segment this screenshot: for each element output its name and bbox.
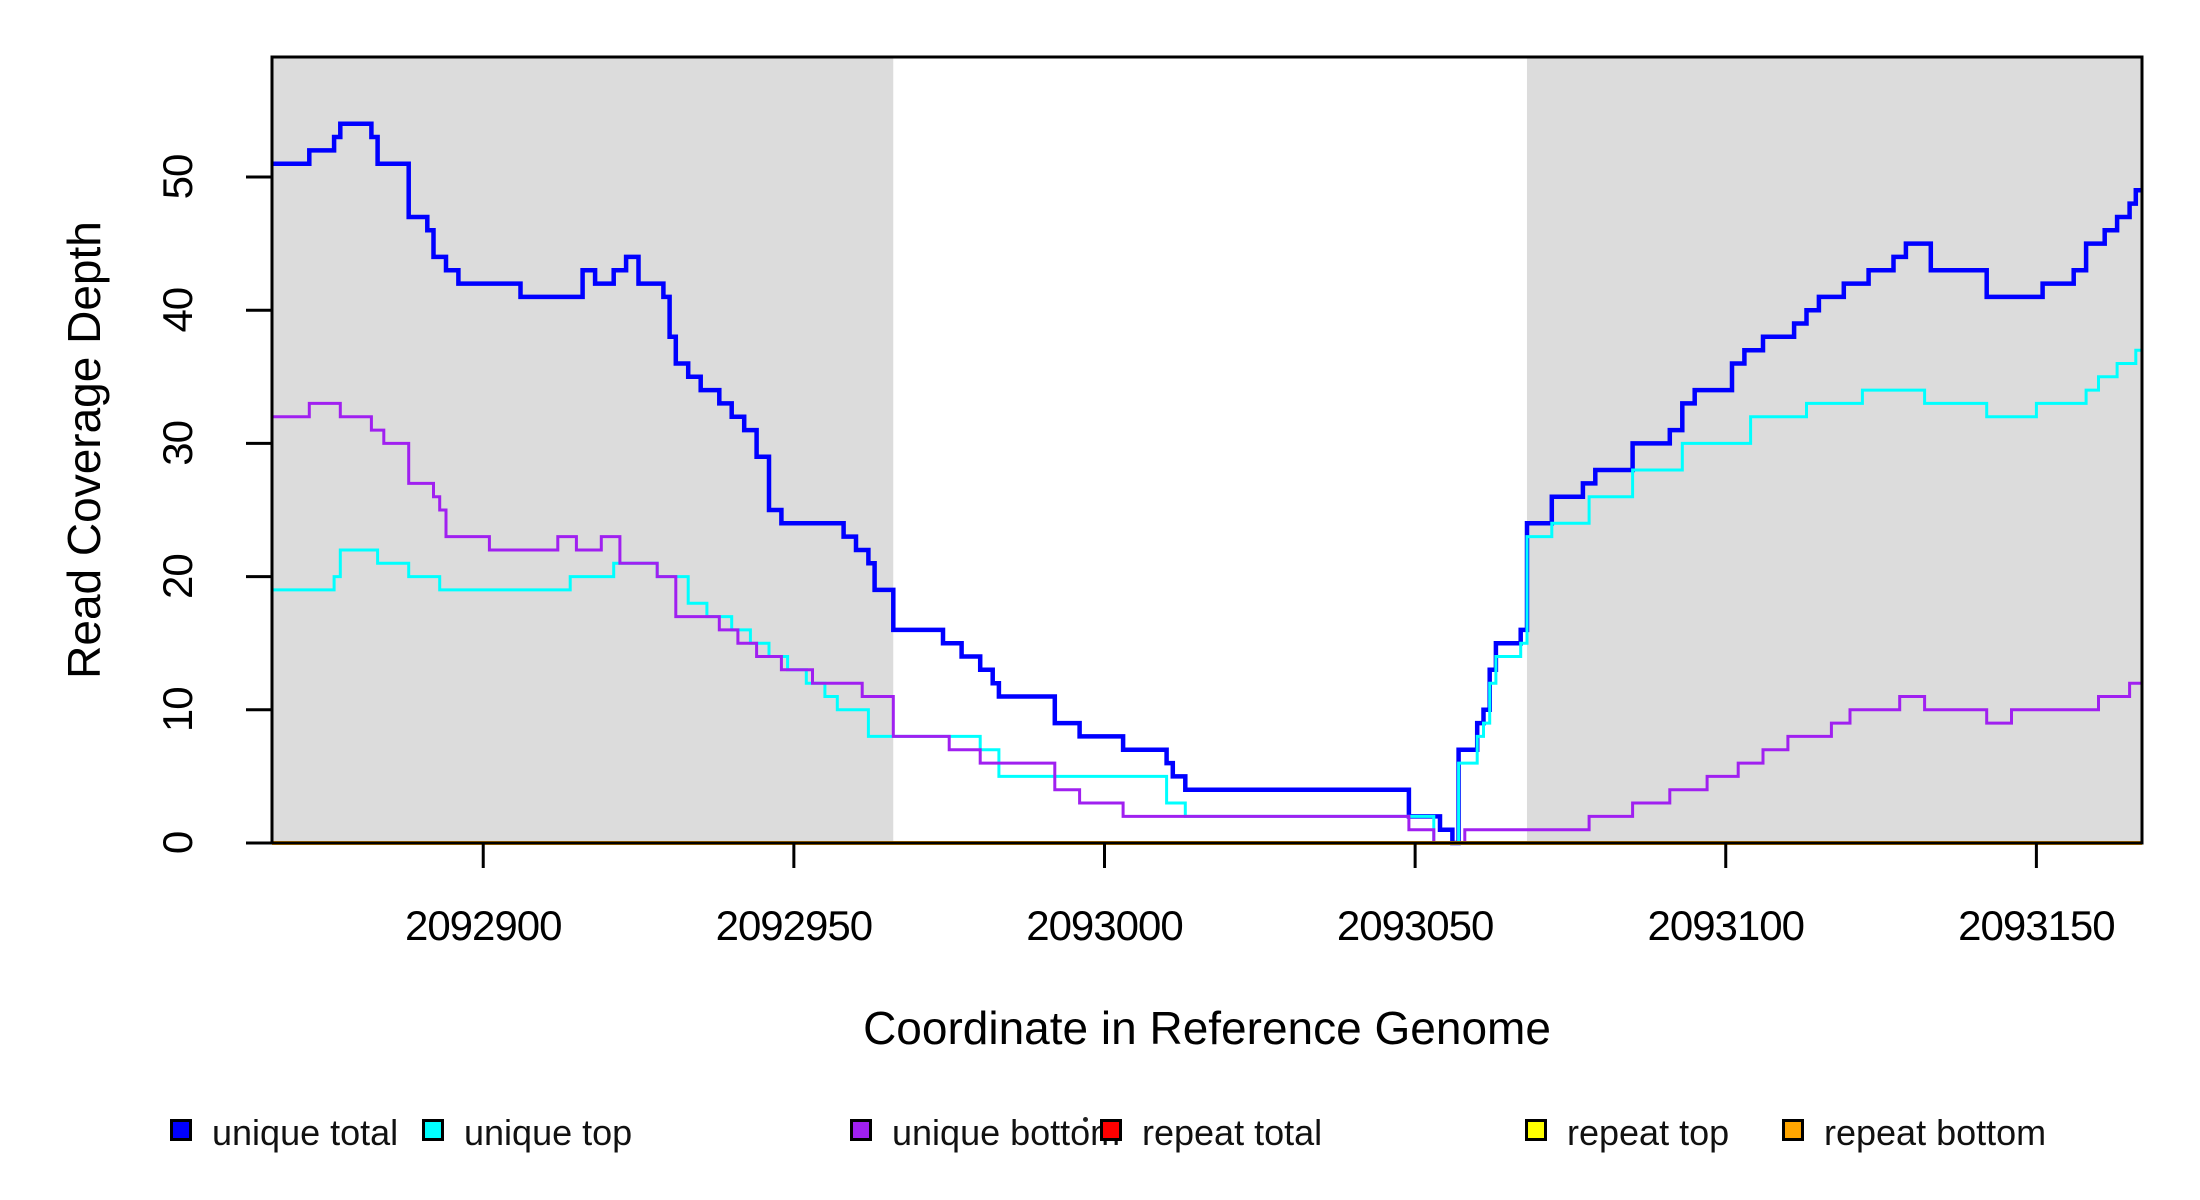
y-tick-label-20: 20 bbox=[154, 554, 201, 599]
x-tick-label-2093050: 2093050 bbox=[1337, 902, 1494, 949]
plot-border-box bbox=[270, 55, 2144, 845]
x-tick-label-2093000: 2093000 bbox=[1026, 902, 1183, 949]
series-line-unique-total bbox=[272, 121, 2142, 846]
x-axis-title: Coordinate in Reference Genome bbox=[863, 1002, 1551, 1054]
y-tick-label-0: 0 bbox=[154, 832, 201, 854]
x-tick-label-2093150: 2093150 bbox=[1958, 902, 2115, 949]
y-tick-label-30: 30 bbox=[154, 421, 201, 466]
shaded-region-0 bbox=[272, 57, 894, 843]
y-tick-label-10: 10 bbox=[154, 687, 201, 732]
shaded-region-1 bbox=[1526, 57, 2142, 843]
masked-region-shading bbox=[272, 57, 2142, 843]
y-tick-label-50: 50 bbox=[154, 155, 201, 200]
y-tick-label-40: 40 bbox=[154, 288, 201, 333]
x-tick-label-2092950: 2092950 bbox=[716, 902, 873, 949]
x-tick-label-2093100: 2093100 bbox=[1647, 902, 1804, 949]
x-tick-label-2092900: 2092900 bbox=[405, 902, 562, 949]
stray-dot-artifact bbox=[1083, 1117, 1088, 1122]
axis-ticks: 0 10 20 30 40 50 2092900 2092950 2093000 2093050 2… bbox=[154, 155, 2116, 949]
y-axis-title: Read Coverage Depth bbox=[58, 221, 110, 679]
series-line-unique-bottom bbox=[272, 401, 2142, 845]
